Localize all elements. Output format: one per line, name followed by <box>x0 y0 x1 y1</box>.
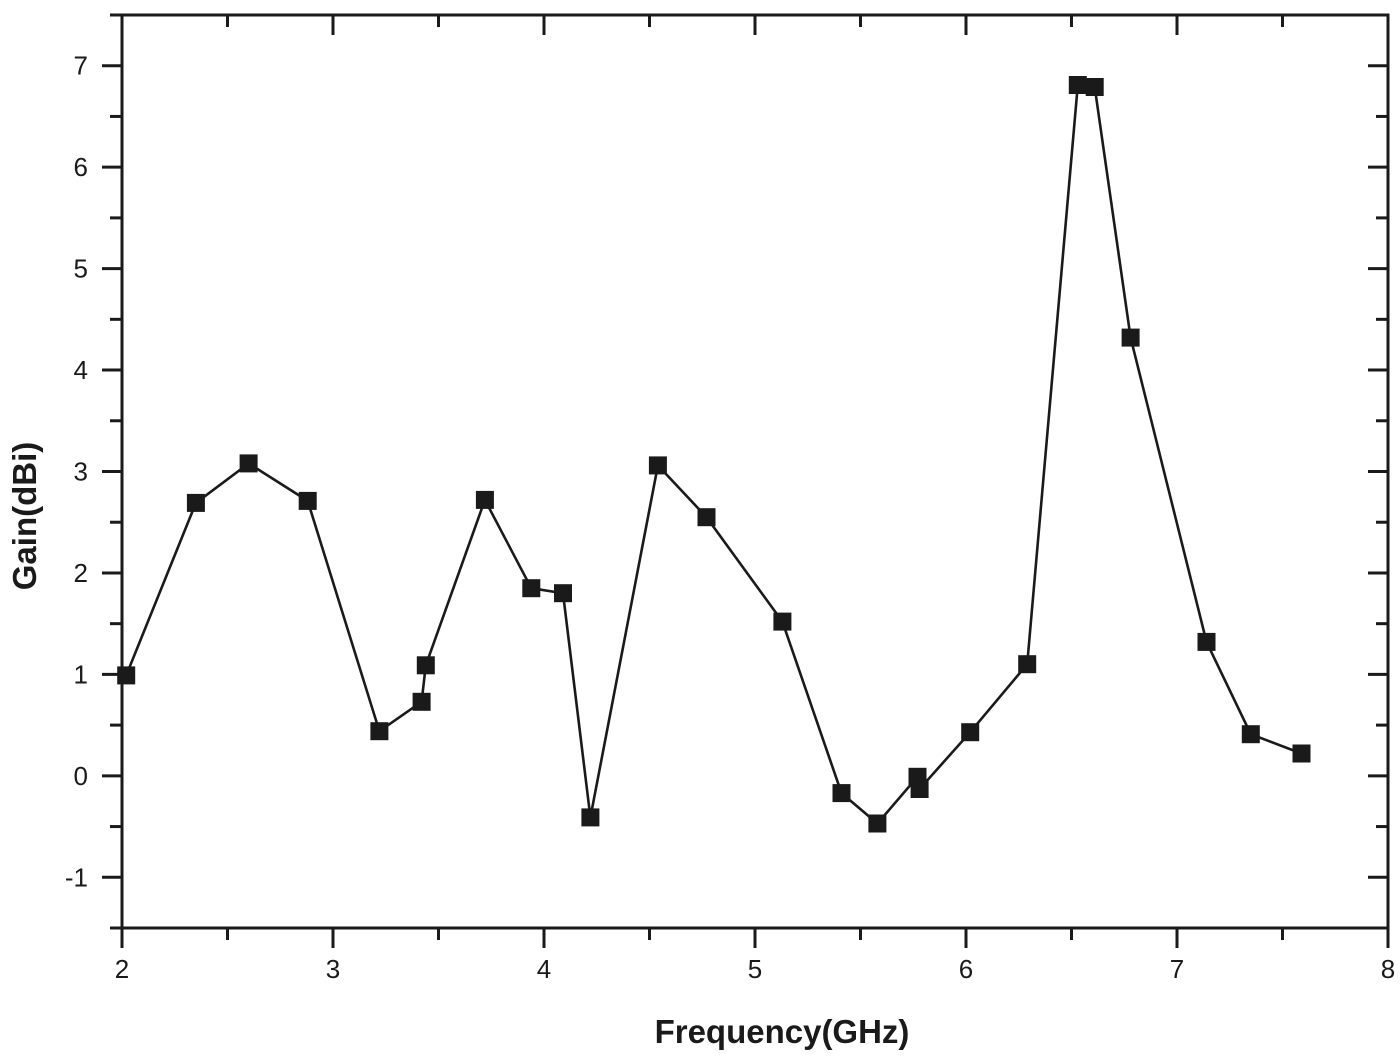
x-tick-label: 7 <box>1170 954 1184 984</box>
square-data-marker <box>697 508 716 527</box>
square-data-marker <box>370 722 389 741</box>
square-data-marker <box>1018 655 1037 674</box>
square-data-marker <box>832 784 851 803</box>
y-tick-label: -1 <box>65 862 88 892</box>
x-tick-label: 6 <box>959 954 973 984</box>
square-data-marker <box>416 656 435 675</box>
y-tick-label: 5 <box>74 254 88 284</box>
square-data-marker <box>522 579 541 598</box>
square-data-marker <box>298 491 317 510</box>
y-tick-label: 2 <box>74 558 88 588</box>
square-data-marker <box>648 456 667 475</box>
y-tick-label: 7 <box>74 51 88 81</box>
square-data-marker <box>961 723 980 742</box>
square-data-marker <box>1121 328 1140 347</box>
square-data-marker <box>1085 78 1104 96</box>
y-tick-label: 6 <box>74 152 88 182</box>
gain-series-markers <box>117 76 1311 833</box>
square-data-marker <box>186 493 205 512</box>
plot-frame <box>120 13 1390 930</box>
y-tick-label: 1 <box>74 659 88 689</box>
square-data-marker <box>412 692 431 711</box>
gain-series-line <box>124 83 1302 826</box>
square-data-marker <box>1197 632 1216 651</box>
square-data-marker <box>868 814 887 833</box>
axis-tick-labels: 2 3 4 5 6 7 8 -1 0 1 2 3 4 5 6 7 <box>65 51 1395 984</box>
y-tick-label: 3 <box>74 457 88 487</box>
square-data-marker <box>1241 725 1260 744</box>
square-data-marker <box>239 454 258 473</box>
x-tick-label: 3 <box>326 954 340 984</box>
x-tick-label: 5 <box>748 954 762 984</box>
x-axis-title: Frequency(GHz) <box>655 1013 910 1050</box>
square-data-marker <box>1068 76 1087 94</box>
square-data-marker <box>773 612 792 631</box>
y-tick-label: 0 <box>74 761 88 791</box>
y-tick-label: 4 <box>74 355 88 385</box>
square-data-marker <box>117 666 136 685</box>
x-tick-label: 8 <box>1381 954 1395 984</box>
square-data-marker <box>910 780 929 798</box>
square-data-marker <box>475 490 494 509</box>
y-axis-title: Gain(dBi) <box>6 442 43 590</box>
square-data-marker <box>581 808 600 827</box>
square-data-marker <box>554 584 572 603</box>
square-data-marker <box>1292 744 1311 763</box>
x-tick-label: 2 <box>115 954 129 984</box>
axis-ticks <box>102 13 1390 948</box>
x-tick-label: 4 <box>537 954 551 984</box>
